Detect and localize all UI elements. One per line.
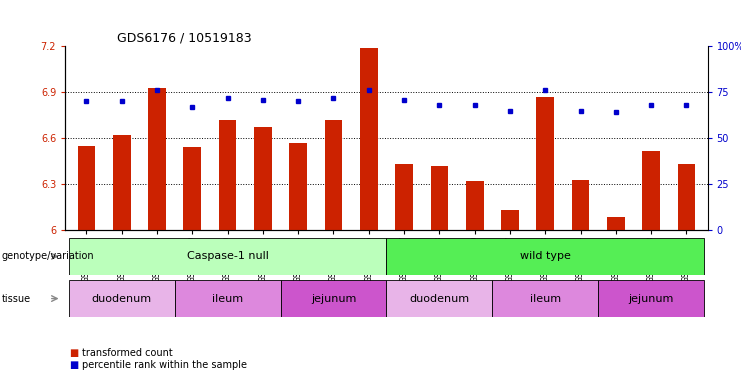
Bar bbox=[69, 280, 175, 317]
Bar bbox=[386, 280, 492, 317]
Bar bbox=[572, 180, 589, 230]
Text: transformed count: transformed count bbox=[82, 348, 172, 358]
Text: duodenum: duodenum bbox=[92, 293, 152, 304]
Bar bbox=[678, 164, 695, 230]
Text: ileum: ileum bbox=[212, 293, 243, 304]
Bar bbox=[598, 280, 704, 317]
Bar bbox=[642, 151, 660, 230]
Text: genotype/variation: genotype/variation bbox=[1, 251, 94, 262]
Bar bbox=[466, 181, 484, 230]
Text: percentile rank within the sample: percentile rank within the sample bbox=[82, 360, 247, 370]
Bar bbox=[184, 147, 201, 230]
Bar bbox=[395, 164, 413, 230]
Bar bbox=[492, 280, 598, 317]
Text: tissue: tissue bbox=[1, 293, 30, 304]
Bar bbox=[289, 143, 307, 230]
Text: jejunum: jejunum bbox=[628, 293, 674, 304]
Text: ■: ■ bbox=[69, 360, 78, 370]
Bar bbox=[431, 166, 448, 230]
Bar bbox=[219, 120, 236, 230]
Text: ■: ■ bbox=[69, 348, 78, 358]
Bar bbox=[175, 280, 281, 317]
Text: wild type: wild type bbox=[520, 251, 571, 262]
Bar bbox=[501, 210, 519, 230]
Bar bbox=[254, 127, 272, 230]
Text: ileum: ileum bbox=[530, 293, 561, 304]
Bar bbox=[281, 280, 386, 317]
Bar bbox=[360, 48, 378, 230]
Bar bbox=[325, 120, 342, 230]
Bar bbox=[386, 238, 704, 275]
Bar bbox=[69, 238, 386, 275]
Bar bbox=[113, 135, 130, 230]
Bar bbox=[536, 97, 554, 230]
Text: jejunum: jejunum bbox=[310, 293, 356, 304]
Bar bbox=[607, 217, 625, 230]
Text: GDS6176 / 10519183: GDS6176 / 10519183 bbox=[116, 32, 251, 45]
Text: Caspase-1 null: Caspase-1 null bbox=[187, 251, 268, 262]
Bar bbox=[148, 88, 166, 230]
Text: duodenum: duodenum bbox=[409, 293, 470, 304]
Bar bbox=[78, 146, 95, 230]
